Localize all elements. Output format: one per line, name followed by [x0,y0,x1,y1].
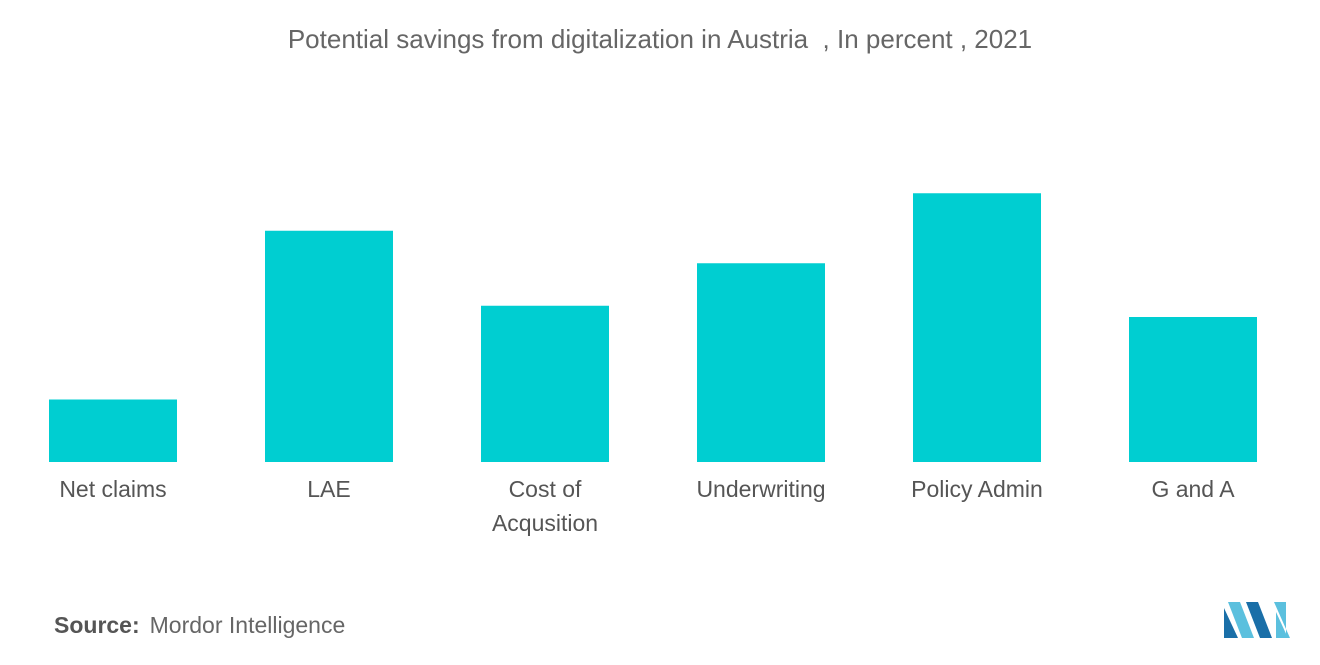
x-tick-label: Policy Admin [911,476,1043,502]
bar-cost-of-acqusition [481,305,609,462]
bar-g-and-a [1129,317,1257,462]
source-note: Source: Mordor Intelligence [54,612,345,639]
source-label: Source: [54,612,140,638]
source-text: Mordor Intelligence [149,612,346,638]
bar-lae [265,230,393,462]
bar-policy-admin [913,193,1041,462]
mordor-intelligence-logo-icon [1224,602,1290,638]
x-tick-label: Cost of Acqusition [492,476,598,536]
x-tick-label: LAE [307,476,350,502]
x-tick-label: Net claims [59,476,166,502]
x-tick-label: Underwriting [696,476,825,502]
bar-underwriting [697,263,825,462]
bar-chart: Net claims LAE Cost of Acqusition Underwriti… [49,193,1257,536]
x-tick-label: G and A [1151,476,1235,502]
chart-title: Potential savings from digitalization in… [287,24,1033,54]
bar-net-claims [49,399,177,462]
